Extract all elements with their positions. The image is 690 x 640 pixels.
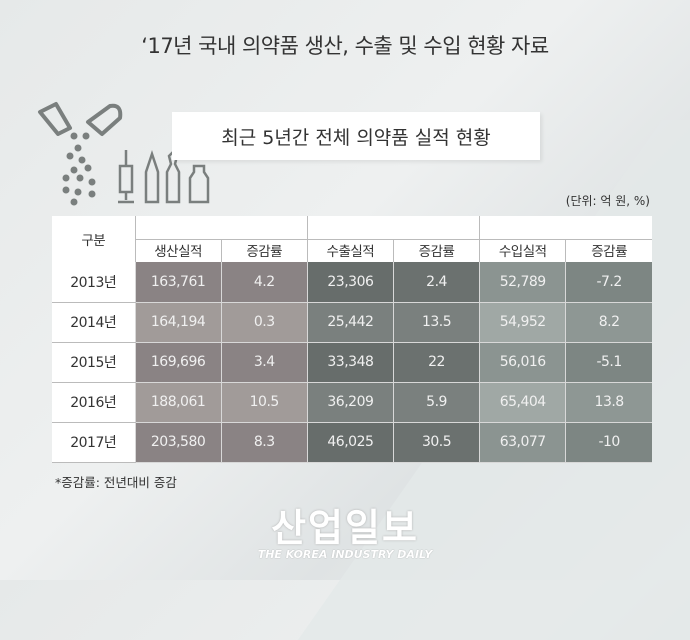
header-export: 수출실적 [306, 238, 394, 262]
subtitle-box: 최근 5년간 전체 의약품 실적 현황 [172, 112, 540, 160]
production-cell: 188,061 [134, 382, 222, 423]
header-rate: 증감률 [565, 238, 652, 262]
year-cell: 2015년 [52, 342, 135, 383]
year-cell: 2017년 [52, 422, 135, 463]
year-cell: 2013년 [52, 262, 135, 303]
export-cell: 46,025 [306, 422, 394, 463]
import-cell: 54,952 [479, 302, 566, 343]
export-cell: 33,348 [306, 342, 394, 383]
year-cell: 2016년 [52, 382, 135, 423]
unit-label: (단위: 억 원, %) [565, 194, 650, 208]
page-title: ‘17년 국내 의약품 생산, 수출 및 수입 현황 자료 [141, 34, 549, 58]
pharma-icons [38, 102, 210, 206]
header-rate: 증감률 [220, 238, 308, 262]
header-category: 구분 [52, 216, 135, 262]
export-cell: 23,306 [306, 262, 394, 303]
header-group [306, 216, 480, 239]
footnote: *증감률: 전년대비 증감 [55, 475, 177, 490]
ampoule-icon [144, 150, 160, 204]
powder-dots [62, 132, 96, 206]
table-row: 2013년 163,761 4.2 23,306 2.4 52,789 -7.2 [52, 262, 652, 303]
table-row: 2015년 169,696 3.4 33,348 22 56,016 -5.1 [52, 342, 652, 383]
production-rate-cell: 4.2 [220, 262, 308, 303]
export-rate-cell: 5.9 [392, 382, 480, 423]
production-rate-cell: 10.5 [220, 382, 308, 423]
export-rate-cell: 13.5 [392, 302, 480, 343]
header-rate: 증감률 [392, 238, 480, 262]
production-cell: 203,580 [134, 422, 222, 463]
import-rate-cell: 13.8 [565, 382, 652, 423]
import-cell: 65,404 [479, 382, 566, 423]
export-rate-cell: 2.4 [392, 262, 480, 303]
year-cell: 2014년 [52, 302, 135, 343]
production-cell: 164,194 [134, 302, 222, 343]
production-rate-cell: 0.3 [220, 302, 308, 343]
production-rate-cell: 8.3 [220, 422, 308, 463]
vial-icon [188, 164, 210, 204]
header-import: 수입실적 [479, 238, 566, 262]
header-production: 생산실적 [134, 238, 222, 262]
table-row: 2017년 203,580 8.3 46,025 30.5 63,077 -10 [52, 422, 652, 463]
header-group [134, 216, 308, 239]
export-rate-cell: 22 [392, 342, 480, 383]
import-rate-cell: -5.1 [565, 342, 652, 383]
syringe-icon [118, 150, 134, 204]
pill-capsule-icon [38, 102, 123, 136]
production-cell: 169,696 [134, 342, 222, 383]
export-cell: 36,209 [306, 382, 394, 423]
table-row: 2016년 188,061 10.5 36,209 5.9 65,404 13.8 [52, 382, 652, 423]
data-table: 구분 생산실적 증감률 수출실적 증감률 수입실적 증감률 2013년 163,7… [52, 216, 652, 463]
import-cell: 63,077 [479, 422, 566, 463]
table-row: 2014년 164,194 0.3 25,442 13.5 54,952 8.2 [52, 302, 652, 343]
logo-english: THE KOREA INDUSTRY DAILY [257, 548, 433, 561]
production-rate-cell: 3.4 [220, 342, 308, 383]
import-rate-cell: -7.2 [565, 262, 652, 303]
subtitle: 최근 5년간 전체 의약품 실적 현황 [221, 126, 491, 149]
header-group [479, 216, 652, 239]
production-cell: 163,761 [134, 262, 222, 303]
import-rate-cell: 8.2 [565, 302, 652, 343]
import-cell: 52,789 [479, 262, 566, 303]
export-cell: 25,442 [306, 302, 394, 343]
logo-korean: 산업일보 [271, 506, 419, 550]
import-cell: 56,016 [479, 342, 566, 383]
logo-watermark: 산업일보 THE KOREA INDUSTRY DAILY [0, 508, 690, 561]
import-rate-cell: -10 [565, 422, 652, 463]
export-rate-cell: 30.5 [392, 422, 480, 463]
